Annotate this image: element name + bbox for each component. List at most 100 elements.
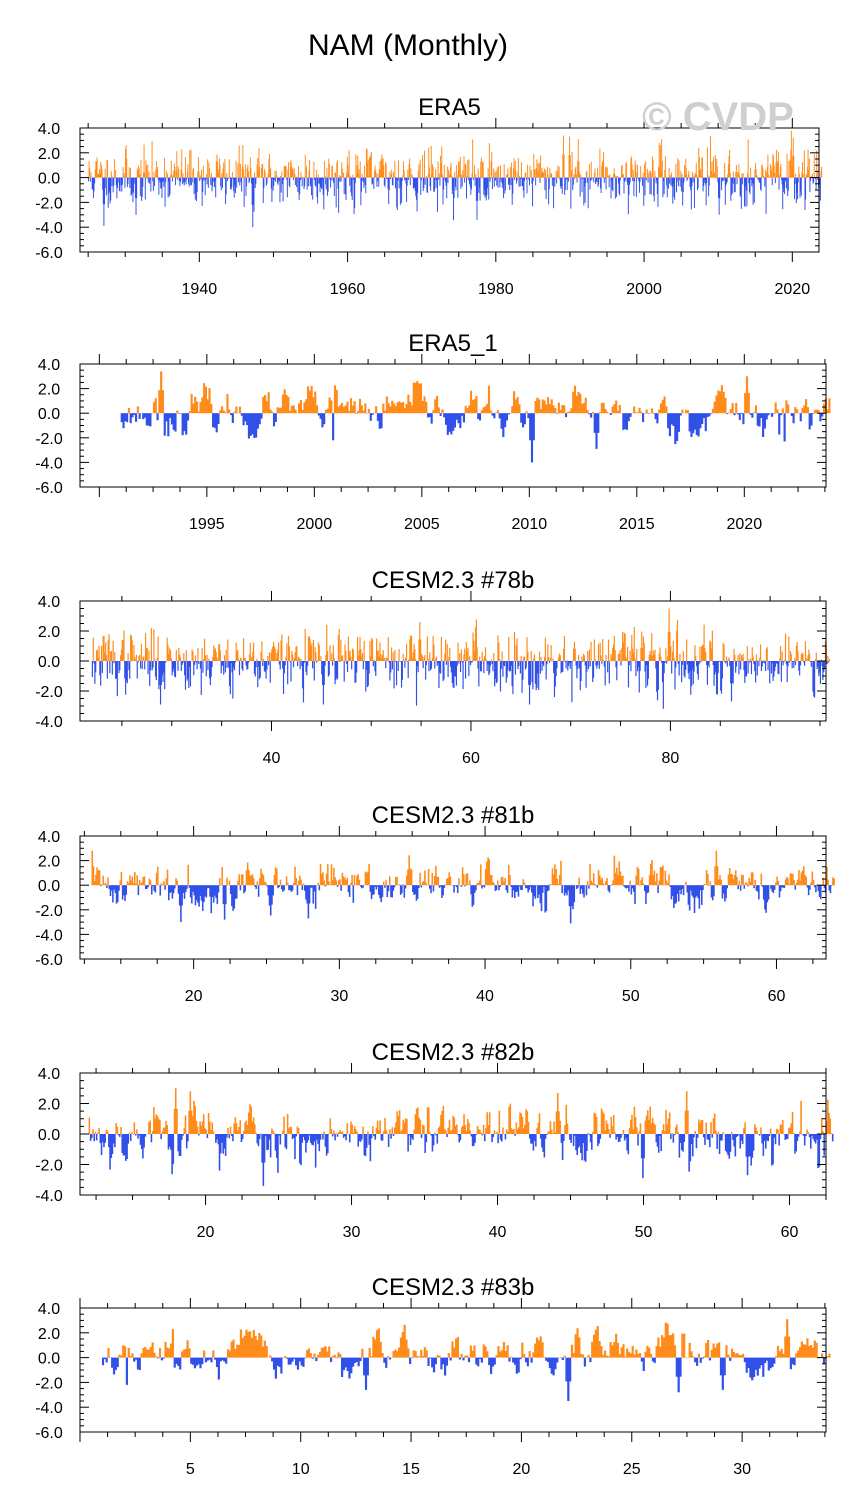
bar <box>591 1341 594 1358</box>
bar <box>267 173 269 178</box>
bar <box>181 661 183 665</box>
bar <box>390 661 392 673</box>
bar <box>682 885 685 896</box>
bar <box>561 177 563 186</box>
bar <box>264 171 266 178</box>
bar <box>453 177 455 198</box>
bar <box>613 855 616 886</box>
bar <box>435 396 439 414</box>
bar <box>449 175 451 178</box>
bar <box>741 1353 745 1358</box>
bar <box>558 174 560 178</box>
bar <box>394 177 396 189</box>
bar <box>527 177 529 178</box>
bar <box>512 661 514 695</box>
bar <box>679 413 682 416</box>
bar <box>572 660 574 661</box>
bar <box>651 173 653 178</box>
bar <box>627 1134 630 1155</box>
bar <box>92 1129 94 1134</box>
bar <box>311 885 313 888</box>
bar <box>447 1353 450 1358</box>
bar <box>194 661 196 665</box>
bar <box>442 885 444 896</box>
bar <box>667 632 669 662</box>
bar <box>344 1134 346 1137</box>
bar <box>567 1357 570 1401</box>
bar <box>174 661 177 678</box>
bar <box>570 1134 572 1143</box>
bar <box>511 406 514 414</box>
xtick-label: 40 <box>489 1224 507 1241</box>
bar <box>172 885 175 894</box>
bar <box>772 1134 774 1165</box>
bar <box>659 647 661 661</box>
bar <box>328 158 330 178</box>
bar <box>98 173 100 178</box>
bar <box>218 1134 221 1171</box>
bar <box>632 652 635 661</box>
bar <box>580 174 582 178</box>
bar <box>645 409 648 414</box>
bar <box>233 885 236 909</box>
bar <box>695 1134 698 1149</box>
bar <box>447 1127 450 1134</box>
bar <box>511 162 513 178</box>
bar <box>188 885 191 888</box>
bar <box>182 885 185 894</box>
bar <box>545 1357 548 1361</box>
bar <box>519 176 521 178</box>
bar <box>747 392 750 414</box>
bar <box>811 1347 815 1358</box>
bar <box>172 661 174 672</box>
bar <box>823 661 825 673</box>
bar <box>670 413 673 425</box>
bar <box>634 885 636 904</box>
bar <box>380 158 382 178</box>
bar <box>424 150 425 178</box>
bar <box>297 661 299 667</box>
bar <box>767 413 770 416</box>
bar <box>490 177 492 179</box>
bar <box>437 407 440 414</box>
bar <box>162 177 164 182</box>
bar <box>264 1134 267 1137</box>
bar <box>352 1132 355 1134</box>
bar <box>494 885 497 891</box>
bar <box>379 1120 381 1134</box>
bar <box>553 177 555 180</box>
bar <box>438 1355 441 1358</box>
bar <box>125 148 127 178</box>
bar <box>184 661 186 676</box>
bar <box>364 177 366 186</box>
bar <box>606 166 608 178</box>
bar <box>661 661 664 683</box>
bar <box>632 1129 634 1134</box>
bar <box>556 413 559 414</box>
bar <box>250 659 252 661</box>
bar <box>591 1134 593 1150</box>
bar <box>310 177 312 196</box>
bar <box>776 409 779 414</box>
bar <box>582 402 586 414</box>
bar <box>118 1354 121 1358</box>
bar <box>754 1357 758 1370</box>
bar <box>561 404 564 414</box>
bar <box>365 661 367 692</box>
bar <box>395 1122 397 1134</box>
bar <box>673 657 675 661</box>
bar <box>540 885 543 912</box>
bar <box>633 885 635 892</box>
bar <box>796 177 798 193</box>
bar <box>189 177 191 185</box>
bar <box>614 872 617 886</box>
bar <box>97 1132 99 1134</box>
xtick-label: 2000 <box>297 516 333 533</box>
bar <box>314 391 317 414</box>
bar <box>439 661 441 673</box>
bar <box>170 1134 172 1150</box>
bar <box>786 876 788 886</box>
bar <box>611 177 613 190</box>
bar <box>278 885 281 887</box>
bar <box>188 411 191 414</box>
